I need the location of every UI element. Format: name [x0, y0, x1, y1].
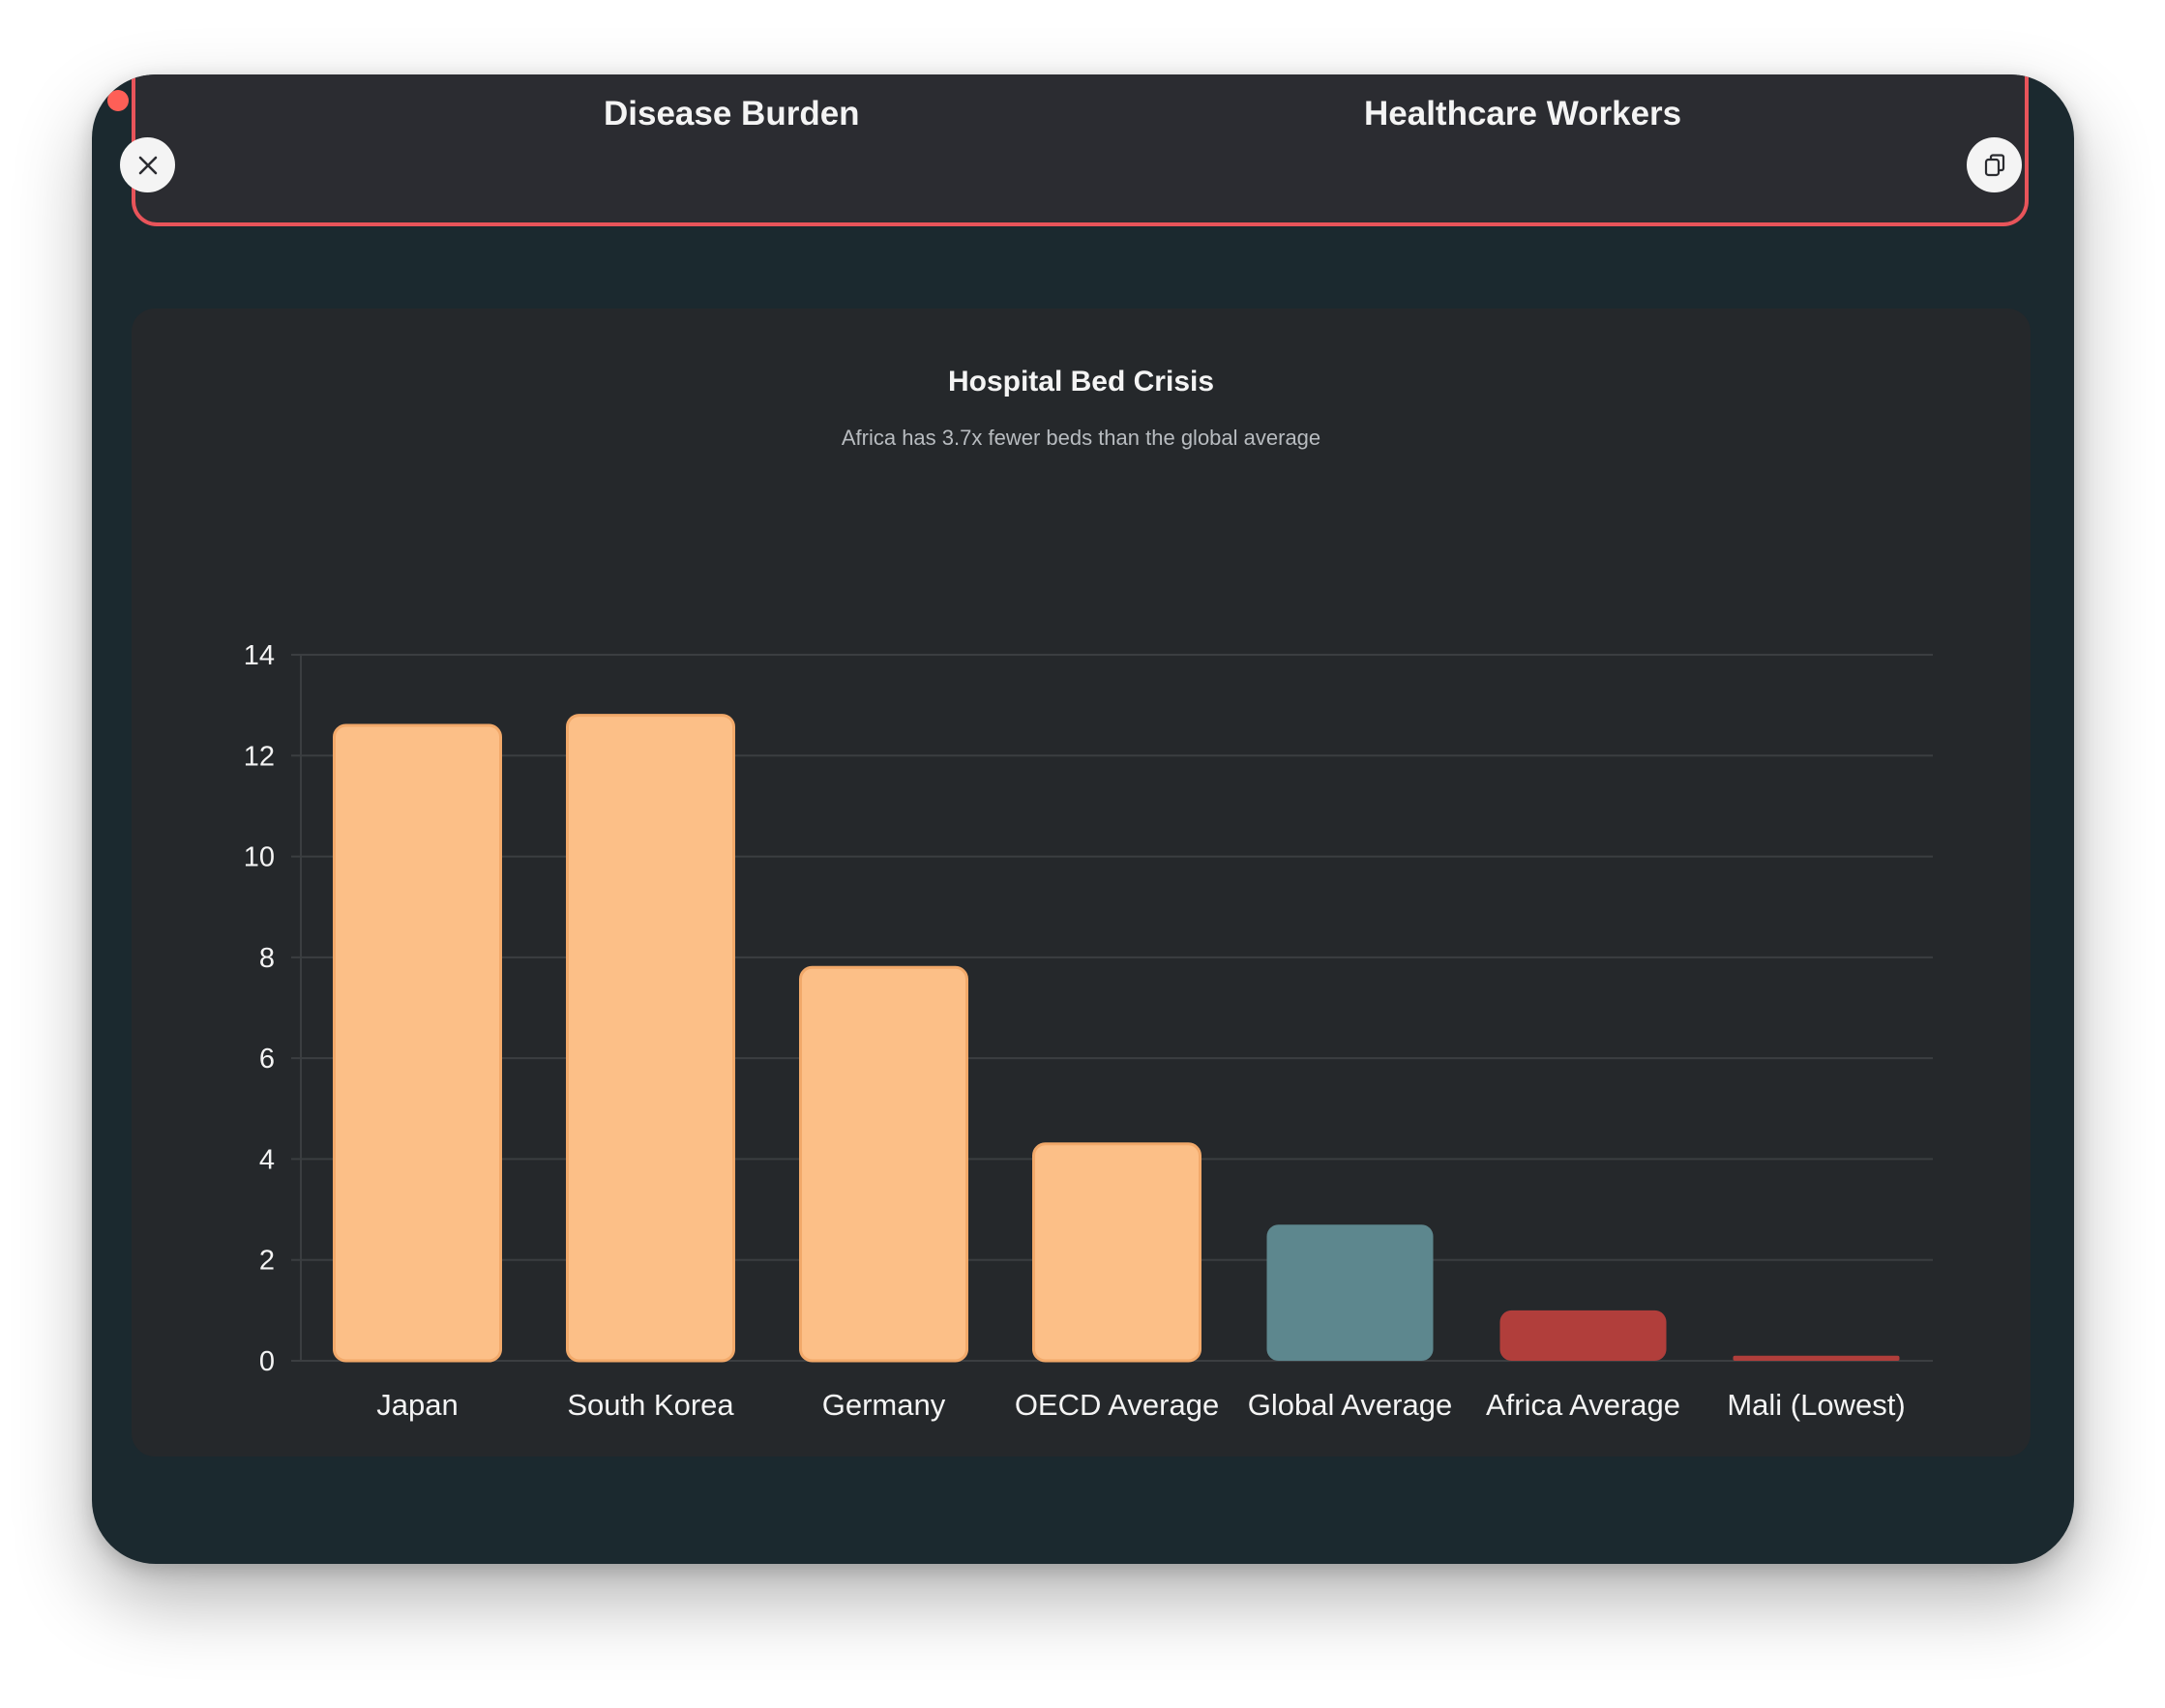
x-tick-label: Mali (Lowest): [1727, 1388, 1905, 1422]
y-tick-label: 0: [259, 1346, 275, 1377]
x-tick-label: Japan: [376, 1388, 458, 1422]
copy-button[interactable]: [1967, 137, 2022, 192]
x-tick-label: Germany: [822, 1388, 946, 1422]
close-icon: [138, 156, 157, 174]
bar-africa-average[interactable]: [1499, 1310, 1667, 1361]
chart-subtitle: Africa has 3.7x fewer beds than the glob…: [841, 426, 1321, 450]
y-tick-label: 6: [259, 1044, 275, 1075]
close-button[interactable]: [120, 137, 175, 192]
window-close-dot[interactable]: [107, 90, 129, 111]
x-tick-label: Global Average: [1248, 1388, 1452, 1422]
bar-chart: 0 2 4 6 8 10 12 14 Japan South Korea Germany OECD A…: [244, 640, 1933, 1422]
bar-global-average[interactable]: [1266, 1224, 1434, 1361]
y-tick-label: 2: [259, 1246, 275, 1277]
chart-card: Hospital Bed Crisis Africa has 3.7x fewe…: [132, 309, 2031, 1457]
x-tick-label: Africa Average: [1486, 1388, 1680, 1422]
y-tick-label: 10: [244, 842, 275, 873]
bar-germany[interactable]: [799, 965, 968, 1363]
top-bar: Disease Burden Healthcare Workers: [132, 74, 2029, 226]
app-window: Disease Burden Healthcare Workers Hospit…: [92, 74, 2074, 1564]
bar-japan[interactable]: [333, 723, 502, 1363]
tab-healthcare-workers[interactable]: Healthcare Workers: [1364, 95, 1682, 133]
y-tick-label: 12: [244, 741, 275, 772]
x-tick-label: OECD Average: [1015, 1388, 1219, 1422]
bar-oecd-average[interactable]: [1032, 1142, 1201, 1363]
chart-title: Hospital Bed Crisis: [947, 366, 1215, 398]
y-tick-label: 4: [259, 1144, 275, 1175]
copy-icon: [1984, 153, 2004, 176]
bar-mali-lowest[interactable]: [1733, 1355, 1900, 1361]
bar-south-korea[interactable]: [566, 714, 735, 1363]
x-tick-label: South Korea: [567, 1388, 734, 1422]
y-tick-label: 8: [259, 943, 275, 974]
tab-disease-burden[interactable]: Disease Burden: [604, 95, 860, 133]
y-tick-label: 14: [244, 640, 275, 671]
